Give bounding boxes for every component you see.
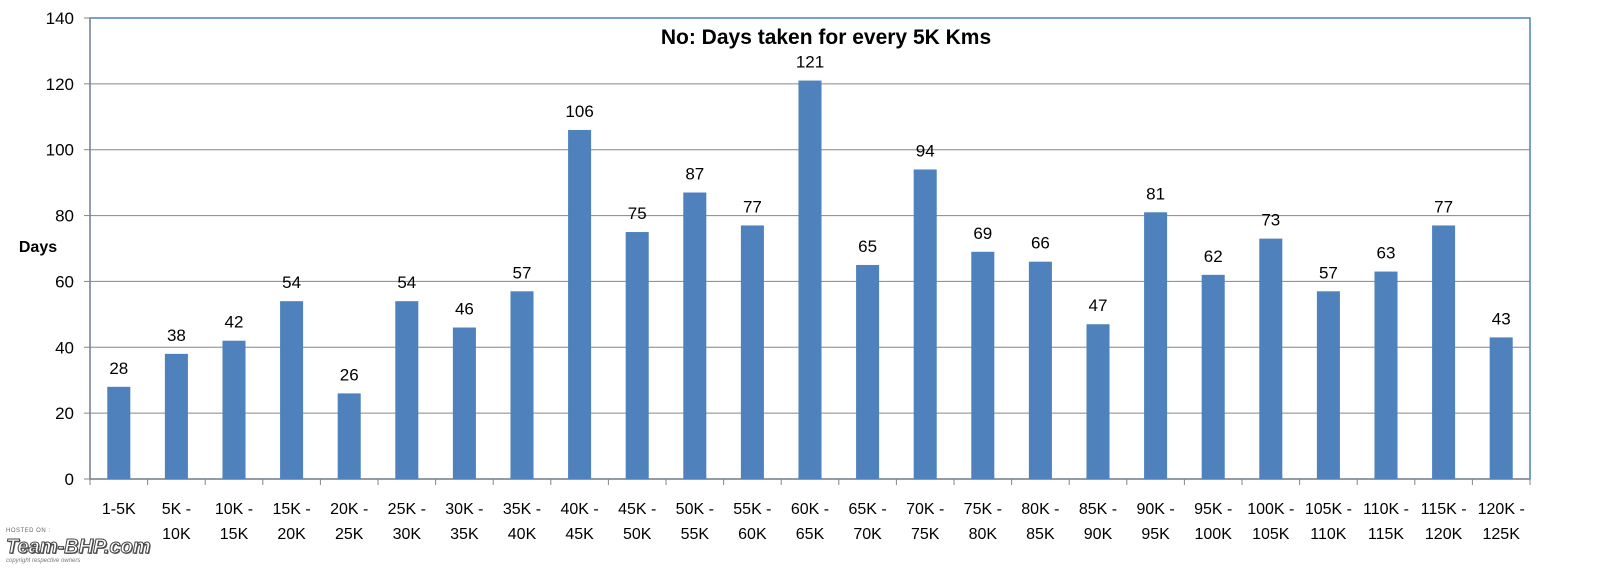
bar (1028, 261, 1052, 479)
data-labels: 28 38 42 54 26 54 46 57 106 75 87 77 121 65 94 69 66 47 81… (109, 53, 1510, 385)
x-tick-label: 1-5K (102, 501, 136, 518)
x-tick-label: 10K -15K (215, 501, 253, 543)
x-tick-label: 25K -30K (388, 501, 426, 543)
chart-title: No: Days taken for every 5K Kms (661, 26, 991, 49)
data-label: 94 (916, 141, 935, 160)
data-label: 121 (796, 53, 824, 72)
y-axis-label: Days (19, 239, 57, 256)
bar (568, 129, 592, 479)
y-tick-label: 40 (55, 338, 74, 357)
x-tick-label: 95K -100K (1194, 501, 1232, 543)
data-label: 57 (1319, 263, 1338, 282)
x-tick-label: 105K -110K (1305, 501, 1352, 543)
y-tick-label: 80 (55, 207, 74, 226)
y-tick-label: 20 (55, 404, 74, 423)
x-tick-label: 15K -20K (272, 501, 310, 543)
data-label: 46 (455, 300, 474, 319)
bar (337, 393, 361, 479)
y-tick-label: 120 (46, 75, 74, 94)
x-tick-label: 75K -80K (964, 501, 1002, 543)
x-tick-label: 110K -115K (1363, 501, 1409, 543)
data-label: 69 (973, 224, 992, 243)
x-tick-label: 120K -125K (1478, 501, 1525, 543)
bar (1374, 271, 1398, 479)
data-label: 81 (1146, 184, 1165, 203)
watermark-brand: Team-BHP.com (6, 536, 151, 559)
watermark-copyright: copyright respective owners (6, 558, 81, 564)
bars (107, 80, 1513, 480)
data-label: 87 (685, 165, 704, 184)
bar (625, 232, 649, 479)
bar (222, 340, 246, 479)
x-tick-labels: 1-5K 5K -10K 10K -15K 15K -20K 20K -25K 25K -… (102, 501, 1525, 543)
x-tick-label: 20K -25K (330, 501, 368, 543)
x-tick-label: 115K -120K (1421, 501, 1467, 543)
y-tick-label: 140 (46, 9, 74, 28)
watermark-hosted-on: HOSTED ON : (6, 528, 51, 534)
bar (1489, 337, 1513, 479)
watermark-logo: HOSTED ON : Team-BHP.com copyright respe… (4, 528, 194, 568)
bar (107, 386, 131, 479)
x-tick-label: 45K -50K (618, 501, 656, 543)
data-label: 77 (1434, 197, 1453, 216)
bar (856, 264, 880, 479)
bar (798, 80, 822, 480)
data-label: 43 (1492, 309, 1511, 328)
bar (971, 251, 995, 479)
data-label: 54 (282, 273, 301, 292)
x-tick-label: 70K -75K (906, 501, 944, 543)
data-label: 77 (743, 197, 762, 216)
bar (1316, 291, 1340, 479)
data-label: 38 (167, 326, 186, 345)
y-tick-labels: 0 20 40 60 80 100 120 140 (46, 9, 74, 489)
y-tick-label: 0 (65, 470, 74, 489)
bar (395, 301, 419, 479)
bar (164, 353, 188, 479)
bar (913, 169, 937, 479)
x-tick-label: 90K -95K (1136, 501, 1174, 543)
bar (510, 291, 534, 479)
x-tick-label: 50K -55K (676, 501, 714, 543)
x-tick-label: 55K -60K (733, 501, 771, 543)
x-tick-label: 60K -65K (791, 501, 829, 543)
x-tick-label: 30K -35K (445, 501, 483, 543)
bar (1144, 212, 1168, 479)
bar (1086, 324, 1110, 479)
x-tick-label: 80K -85K (1021, 501, 1059, 543)
x-tick-label: 100K -105K (1247, 501, 1294, 543)
x-tick-label: 65K -70K (848, 501, 886, 543)
bar (683, 192, 707, 479)
data-label: 66 (1031, 234, 1050, 253)
bar (452, 327, 476, 479)
data-label: 65 (858, 237, 877, 256)
data-label: 73 (1261, 211, 1280, 230)
data-label: 28 (109, 359, 128, 378)
data-label: 47 (1089, 296, 1108, 315)
x-tick-label: 85K -90K (1079, 501, 1117, 543)
bar (1201, 274, 1225, 479)
data-label: 75 (628, 204, 647, 223)
x-tick-label: 5K -10K (162, 501, 191, 543)
x-tick-label: 40K -45K (560, 501, 598, 543)
data-label: 26 (340, 365, 359, 384)
bar (280, 301, 304, 479)
bar (1432, 225, 1456, 479)
data-label: 62 (1204, 247, 1223, 266)
data-label: 57 (513, 263, 532, 282)
data-label: 54 (397, 273, 416, 292)
x-tick-label: 35K -40K (503, 501, 541, 543)
data-label: 106 (565, 102, 593, 121)
bar (1259, 238, 1283, 479)
data-label: 63 (1377, 244, 1396, 263)
y-tick-label: 60 (55, 272, 74, 291)
bar (740, 225, 764, 479)
data-label: 42 (225, 313, 244, 332)
y-tick-label: 100 (46, 141, 74, 160)
